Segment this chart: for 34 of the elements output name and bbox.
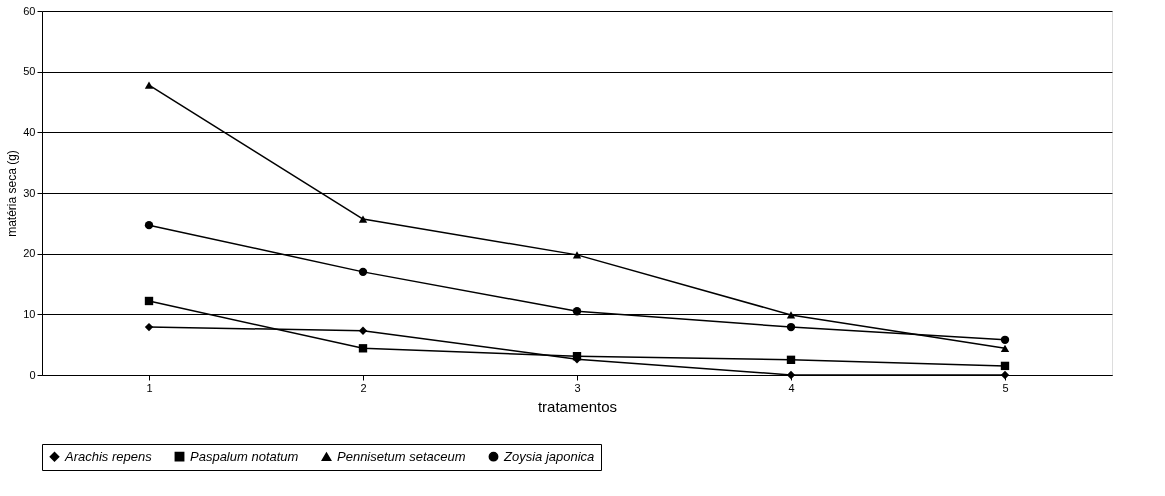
legend-label: Pennisetum setaceum <box>337 448 466 464</box>
x-tick-label: 1 <box>146 381 153 394</box>
point <box>786 355 796 365</box>
y-tick-label: 0 <box>29 368 36 381</box>
y-tick-label: 10 <box>23 307 36 320</box>
legend-label: Paspalum notatum <box>190 448 299 464</box>
point <box>144 81 154 89</box>
point <box>572 251 582 259</box>
point <box>786 311 796 319</box>
x-axis-title: tratamentos <box>537 397 618 415</box>
y-tick-label: 50 <box>23 65 36 78</box>
x-tick-label: 3 <box>574 381 581 394</box>
point <box>1000 344 1010 352</box>
point <box>144 220 154 230</box>
point <box>358 326 368 335</box>
point <box>572 307 582 316</box>
point <box>144 322 154 332</box>
y-tick-label: 20 <box>23 247 36 260</box>
y-tick-label: 30 <box>23 186 36 199</box>
x-tick-label: 5 <box>1002 381 1009 394</box>
y-tick-label: 60 <box>23 4 36 17</box>
point <box>1000 361 1010 371</box>
x-tick-label: 2 <box>360 381 367 394</box>
legend-label: Arachis repens <box>64 448 153 464</box>
x-tick-label: 4 <box>788 381 795 394</box>
point <box>358 215 368 223</box>
point <box>1000 335 1010 344</box>
point <box>144 296 154 306</box>
y-axis-title: matéria seca (g) <box>5 150 20 237</box>
point <box>358 267 368 277</box>
point <box>786 322 796 332</box>
point <box>358 344 368 353</box>
y-tick-label: 40 <box>23 125 36 138</box>
legend-label: Zoysia japonica <box>503 448 595 464</box>
